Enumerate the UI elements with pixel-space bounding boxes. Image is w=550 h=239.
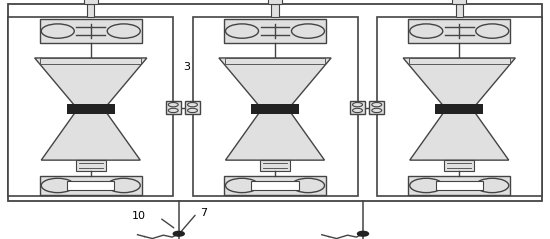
Bar [436, 104, 483, 114]
Text: 3: 3 [183, 62, 190, 72]
Bar [271, 4, 279, 17]
Bar [408, 19, 510, 43]
Polygon shape [226, 109, 324, 160]
Bar [185, 101, 200, 114]
Bar [408, 176, 510, 195]
Bar [350, 101, 365, 114]
Bar [452, 0, 466, 4]
Polygon shape [410, 109, 509, 160]
Circle shape [358, 231, 368, 236]
Bar [260, 160, 290, 171]
Text: 7: 7 [200, 208, 207, 218]
Bar [40, 176, 142, 195]
Bar [455, 4, 463, 17]
Bar [251, 181, 299, 190]
Polygon shape [403, 58, 515, 109]
Polygon shape [35, 58, 147, 109]
Bar [377, 17, 542, 196]
Bar [8, 4, 542, 201]
Bar [444, 160, 474, 171]
Circle shape [173, 231, 184, 236]
Bar [40, 19, 142, 43]
Bar [192, 17, 358, 196]
Polygon shape [219, 58, 331, 109]
Bar [436, 181, 483, 190]
Bar [67, 181, 114, 190]
Bar [224, 58, 326, 64]
Bar [251, 104, 299, 114]
Bar [224, 176, 326, 195]
Bar [166, 101, 181, 114]
Bar [409, 58, 510, 64]
Bar [84, 0, 98, 4]
Bar [8, 17, 173, 196]
Bar [40, 58, 141, 64]
Bar [76, 160, 106, 171]
Bar [268, 0, 282, 4]
Bar [67, 104, 114, 114]
Bar [224, 19, 326, 43]
Text: 10: 10 [132, 211, 146, 221]
Polygon shape [41, 109, 140, 160]
Bar [87, 4, 95, 17]
Bar [369, 101, 384, 114]
